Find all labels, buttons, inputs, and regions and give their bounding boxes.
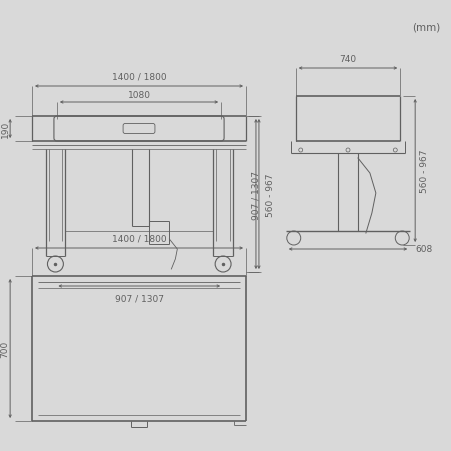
Text: 740: 740 [339, 55, 356, 64]
Text: 190: 190 [0, 120, 9, 138]
Text: 700: 700 [0, 340, 9, 357]
Text: 907 / 1307: 907 / 1307 [115, 293, 163, 302]
Text: 1080: 1080 [127, 91, 150, 100]
Text: (mm): (mm) [411, 22, 439, 32]
Text: 1400 / 1800: 1400 / 1800 [111, 73, 166, 82]
Text: 560 - 967: 560 - 967 [419, 149, 428, 193]
Text: 560 - 967: 560 - 967 [265, 173, 274, 216]
Text: 907 / 1307: 907 / 1307 [251, 170, 260, 219]
Text: 1400 / 1800: 1400 / 1800 [111, 235, 166, 244]
Text: 608: 608 [414, 245, 432, 254]
